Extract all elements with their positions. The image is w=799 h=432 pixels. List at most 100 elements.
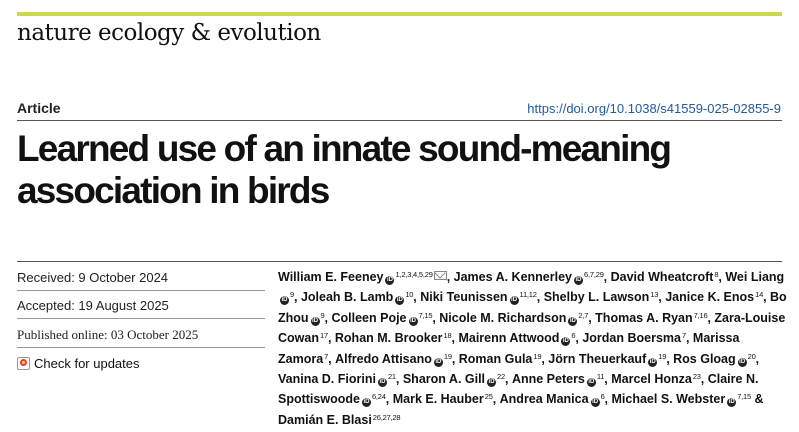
- author-item: Bo Zhou iD9,: [278, 290, 787, 326]
- orcid-icon[interactable]: iD: [395, 296, 405, 306]
- author-affiliation: 19: [533, 351, 542, 361]
- author-affiliation: 22: [497, 372, 505, 382]
- author-name[interactable]: Nicole M. Richardson: [439, 310, 567, 325]
- author-name[interactable]: David Wheatcroft: [610, 270, 714, 284]
- author-item: Zara-Louise Cowan17,: [278, 310, 786, 346]
- author-item: Marcel Honza23,: [611, 372, 708, 387]
- author-name[interactable]: Janice K. Enos: [665, 290, 755, 305]
- orcid-icon[interactable]: iD: [561, 337, 571, 347]
- orcid-icon[interactable]: iD: [433, 357, 443, 367]
- orcid-icon[interactable]: iD: [310, 316, 320, 326]
- author-affiliation: 8: [714, 270, 719, 279]
- author-affiliation: 7,16: [693, 310, 708, 320]
- author-affiliation: 19: [658, 351, 667, 361]
- author-name[interactable]: Mark E. Hauber: [392, 392, 484, 407]
- orcid-icon[interactable]: iD: [509, 296, 519, 306]
- author-affiliation: 2,7: [578, 310, 589, 320]
- meta-divider: [17, 290, 265, 291]
- author-name[interactable]: Bo Zhou: [278, 290, 787, 325]
- author-affiliation: 18: [443, 331, 452, 341]
- author-affiliation: 9: [320, 310, 325, 320]
- title-divider: [17, 261, 782, 262]
- author-item: David Wheatcroft8,: [610, 270, 726, 284]
- author-name[interactable]: Shelby L. Lawson: [543, 290, 650, 305]
- orcid-icon[interactable]: iD: [590, 398, 600, 408]
- orcid-icon[interactable]: iD: [727, 398, 737, 408]
- author-name[interactable]: Claire N. Spottiswoode: [278, 372, 759, 407]
- author-item: Wei LiangiD9,: [280, 270, 785, 306]
- author-item: Andrea Manica iD6,: [499, 392, 612, 408]
- author-name[interactable]: Marcel Honza: [611, 372, 692, 387]
- author-item: Mairenn Attwood iD6,: [458, 331, 583, 347]
- journal-accent-bar: [17, 12, 782, 16]
- author-name[interactable]: Anne Peters: [511, 372, 585, 387]
- author-separator: &: [754, 392, 764, 407]
- author-name[interactable]: Alfredo Attisano: [335, 351, 432, 366]
- author-name[interactable]: James A. Kennerley: [453, 270, 573, 284]
- author-item: Claire N. Spottiswoode iD6,24,: [278, 372, 759, 408]
- orcid-icon[interactable]: iD: [737, 357, 747, 367]
- author-name[interactable]: Zara-Louise Cowan: [278, 310, 786, 346]
- author-name[interactable]: William E. Feeney: [278, 270, 384, 284]
- orcid-icon[interactable]: iD: [586, 378, 596, 388]
- author-name[interactable]: Andrea Manica: [499, 392, 589, 407]
- author-affiliation: 11: [596, 372, 605, 382]
- author-name[interactable]: Thomas A. Ryan: [595, 310, 693, 325]
- author-item: Janice K. Enos14,: [665, 290, 771, 305]
- author-name[interactable]: Joleah B. Lamb: [300, 290, 394, 305]
- orcid-icon[interactable]: iD: [385, 276, 395, 285]
- author-name[interactable]: Michael S. Webster: [611, 392, 726, 407]
- doi-link[interactable]: https://doi.org/10.1038/s41559-025-02855…: [527, 101, 781, 116]
- author-affiliation: 6,24: [371, 392, 386, 402]
- author-name[interactable]: Mairenn Attwood: [458, 331, 560, 346]
- author-name[interactable]: Vanina D. Fiorini: [278, 372, 376, 387]
- author-name[interactable]: Damián E. Blasi: [278, 412, 372, 427]
- accepted-date: Accepted: 19 August 2025: [17, 298, 169, 313]
- author-name[interactable]: Ros Gloag: [673, 351, 736, 366]
- author-item: & Damián E. Blasi26,27,28: [278, 392, 764, 426]
- author-affiliation: 7: [324, 351, 329, 361]
- author-name[interactable]: Roman Gula: [458, 351, 533, 366]
- author-name[interactable]: Wei Liang: [725, 270, 785, 284]
- crossmark-icon: [17, 357, 30, 370]
- author-affiliation: 6,7,29: [584, 270, 604, 279]
- meta-divider: [17, 318, 265, 319]
- orcid-icon[interactable]: iD: [568, 316, 578, 326]
- author-name[interactable]: Sharon A. Gill: [402, 372, 486, 387]
- author-name[interactable]: Rohan M. Brooker: [334, 331, 443, 346]
- author-item: Thomas A. Ryan7,16,: [595, 310, 715, 325]
- orcid-icon[interactable]: iD: [574, 276, 584, 285]
- check-for-updates-label: Check for updates: [34, 356, 140, 371]
- author-affiliation: 7,15: [418, 310, 433, 320]
- article-type-label: Article: [17, 100, 61, 116]
- author-affiliation: 13: [650, 290, 659, 300]
- author-affiliation: 7: [681, 331, 686, 341]
- orcid-icon[interactable]: iD: [408, 316, 418, 326]
- author-name[interactable]: Colleen Poje: [331, 310, 407, 325]
- author-name[interactable]: Niki Teunissen: [420, 290, 508, 305]
- author-name[interactable]: Marissa Zamora: [278, 331, 740, 366]
- orcid-icon[interactable]: iD: [280, 296, 289, 306]
- author-name[interactable]: Jörn Theuerkauf: [548, 351, 647, 366]
- author-item: Ros Gloag iD20,: [673, 351, 760, 367]
- check-for-updates-button[interactable]: Check for updates: [17, 356, 140, 371]
- author-item: Michael S. Webster iD7,15: [611, 392, 755, 408]
- orcid-icon[interactable]: iD: [377, 378, 387, 388]
- orcid-icon[interactable]: iD: [487, 378, 497, 388]
- author-affiliation: 6: [571, 331, 576, 341]
- orcid-icon[interactable]: iD: [361, 398, 371, 408]
- author-item: Marissa Zamora7,: [278, 331, 740, 366]
- author-item: Vanina D. Fiorini iD21,: [278, 372, 403, 388]
- orcid-icon[interactable]: iD: [648, 357, 658, 367]
- journal-title: nature ecology & evolution: [17, 20, 321, 46]
- author-affiliation: 1,2,3,4,5,29: [395, 270, 433, 279]
- author-affiliation: 20: [747, 351, 756, 361]
- author-affiliation: 7,15: [737, 392, 752, 402]
- article-title: Learned use of an innate sound-meaning a…: [17, 128, 672, 211]
- author-item: Shelby L. Lawson13,: [543, 290, 666, 305]
- email-icon[interactable]: [433, 271, 447, 280]
- author-affiliation: 23: [692, 372, 701, 382]
- author-name[interactable]: Jordan Boersma: [582, 331, 681, 346]
- author-item: Jordan Boersma7,: [582, 331, 693, 346]
- author-item: Sharon A. Gill iD22,: [402, 372, 512, 388]
